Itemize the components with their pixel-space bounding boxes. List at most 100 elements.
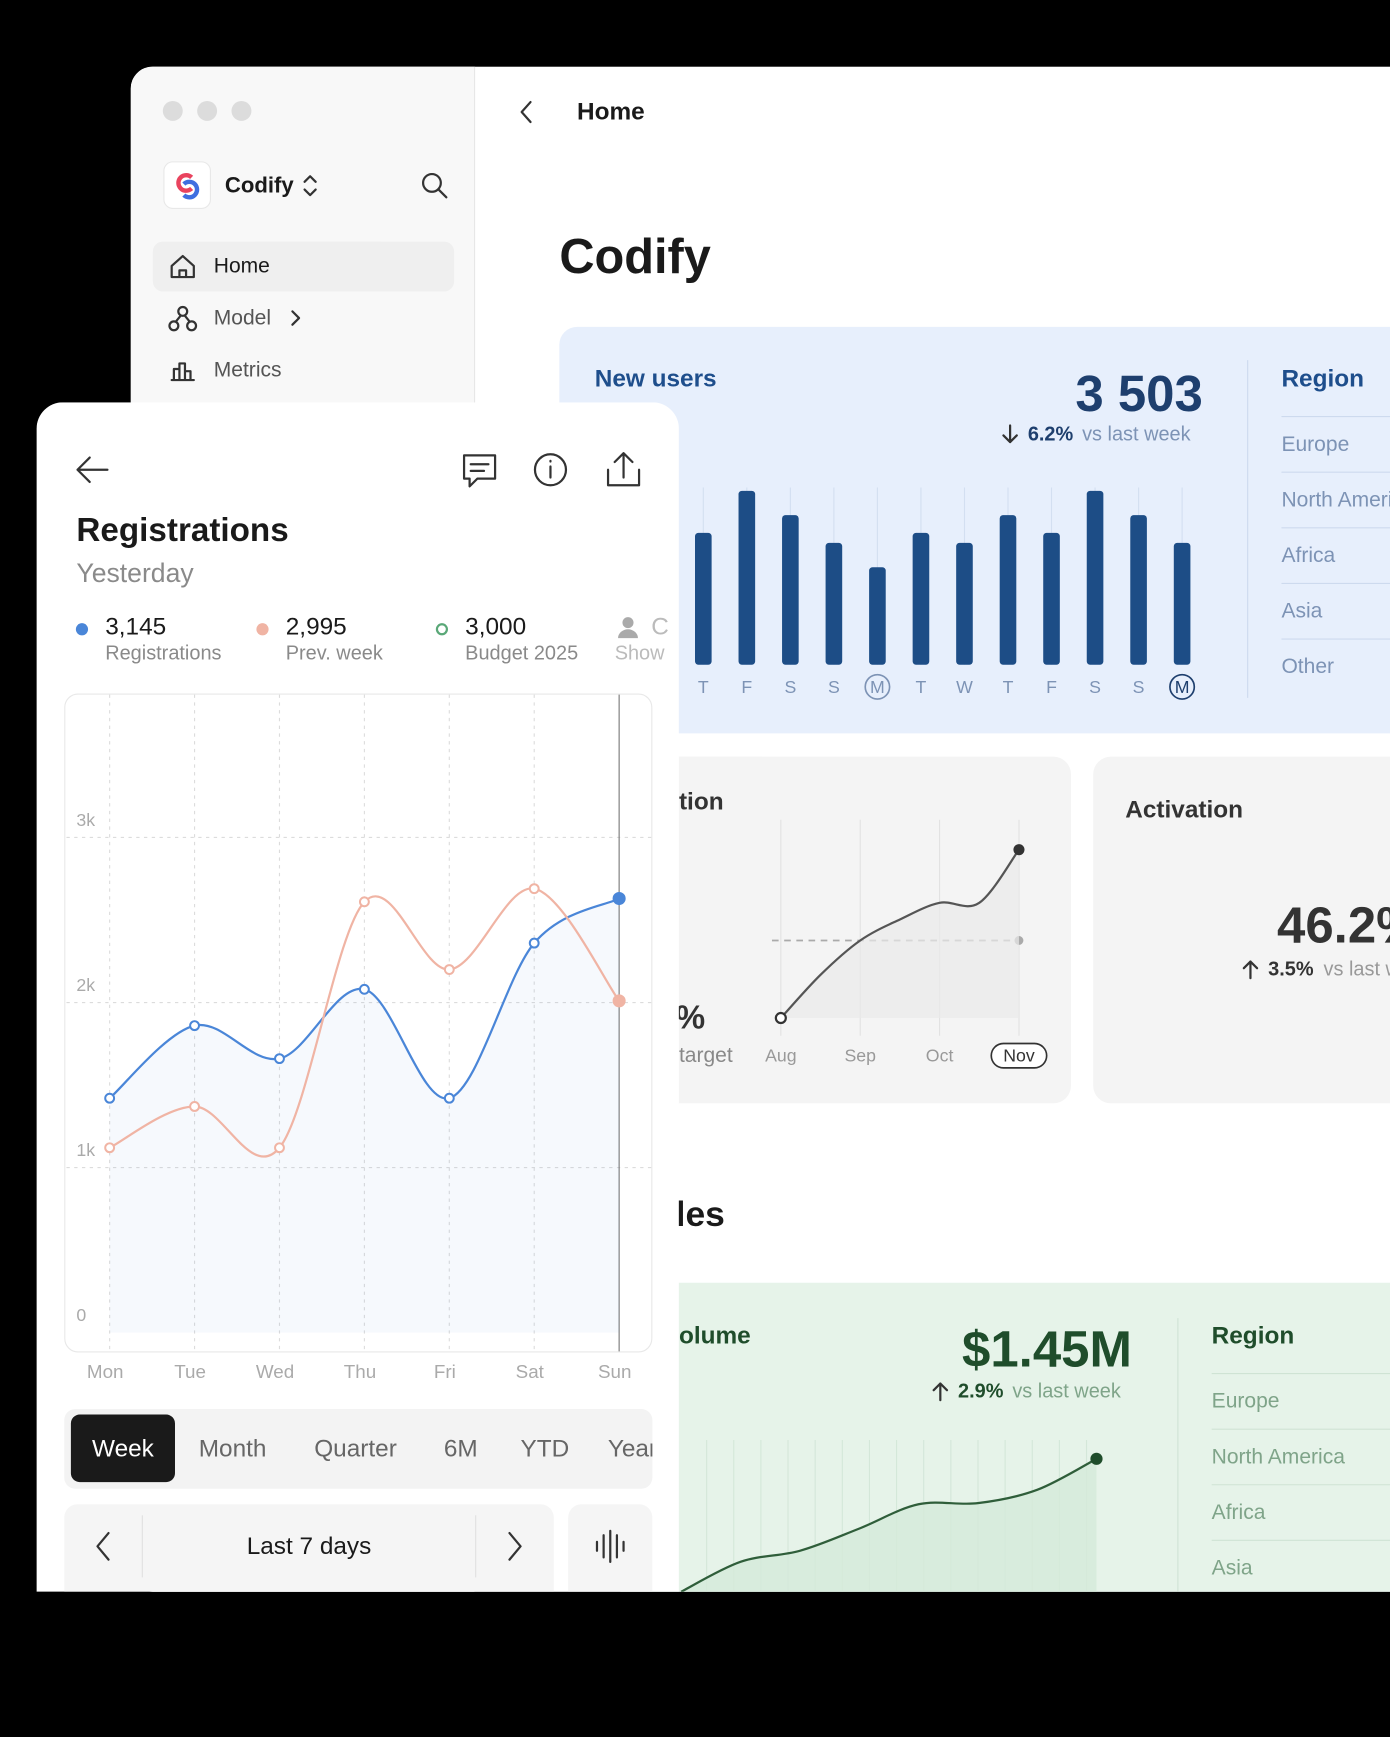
bar xyxy=(1043,532,1060,665)
x-tick-label: F xyxy=(741,677,752,697)
x-tick-label: S xyxy=(784,677,796,697)
x-tick-label: T xyxy=(698,677,709,697)
region-title: Region xyxy=(1281,365,1364,392)
traffic-lights xyxy=(162,100,252,121)
region-item[interactable]: Africa xyxy=(1212,1501,1266,1524)
info-button[interactable] xyxy=(533,453,568,487)
tick-highlight xyxy=(990,1042,1048,1069)
change: 2.9% xyxy=(958,1380,1004,1402)
x-tick-label: Tue xyxy=(174,1361,206,1382)
x-tick-label: Wed xyxy=(256,1361,294,1382)
x-tick-label: T xyxy=(916,677,927,697)
nav-item[interactable]: Metrics xyxy=(214,359,282,382)
region-item[interactable]: North America xyxy=(1281,488,1390,511)
model-icon xyxy=(168,305,198,332)
nav-item[interactable]: Home xyxy=(214,254,270,277)
day-highlight xyxy=(864,673,891,700)
x-tick-label: S xyxy=(828,677,840,697)
share-button[interactable] xyxy=(606,452,641,487)
comment-button[interactable] xyxy=(462,454,497,488)
change: 3.5% xyxy=(1268,958,1314,980)
tab[interactable]: Year xyxy=(608,1435,657,1462)
back-button[interactable] xyxy=(520,100,532,124)
region-item[interactable]: Europe xyxy=(1281,433,1349,456)
legend-value: C xyxy=(651,614,669,641)
bar xyxy=(825,542,843,665)
home-icon xyxy=(170,254,195,279)
app-logo[interactable] xyxy=(163,161,211,209)
x-tick-label: S xyxy=(1133,677,1145,697)
expand-icon[interactable] xyxy=(291,310,301,326)
waveform-icon xyxy=(595,1529,625,1563)
point xyxy=(189,1020,200,1032)
region-item[interactable]: North America xyxy=(1212,1445,1346,1468)
region-item[interactable]: Europe xyxy=(1212,1390,1280,1413)
card-value: 46.2% xyxy=(1277,896,1390,953)
region-item[interactable]: Africa xyxy=(1281,544,1335,567)
nav-title: Home xyxy=(577,99,645,126)
x-tick-label: Mon xyxy=(87,1361,124,1382)
change-note: vs last week xyxy=(1324,958,1390,980)
point xyxy=(443,964,455,975)
point xyxy=(443,1092,455,1104)
legend-label: Budget 2025 xyxy=(465,643,578,665)
point xyxy=(358,983,370,995)
x-tick-label: T xyxy=(1003,677,1014,697)
point xyxy=(358,896,370,908)
down-arrow xyxy=(1002,424,1018,444)
nav-active[interactable] xyxy=(152,241,455,292)
next-button[interactable] xyxy=(508,1531,522,1561)
x-tick-label: Sep xyxy=(844,1046,876,1066)
search-icon[interactable] xyxy=(421,172,448,199)
y-tick-label: 1k xyxy=(76,1140,95,1160)
point xyxy=(528,883,540,895)
up-arrow xyxy=(1242,960,1259,980)
area xyxy=(780,849,1019,1019)
x-tick-label: Nov xyxy=(1003,1046,1035,1066)
switch-icon[interactable] xyxy=(303,175,317,197)
point xyxy=(528,937,540,949)
bar xyxy=(999,515,1017,665)
previous-button[interactable] xyxy=(96,1531,110,1561)
card-title: olume xyxy=(679,1322,751,1349)
metrics-icon xyxy=(170,362,195,382)
region-item[interactable]: Other xyxy=(1281,655,1334,678)
y-tick-label: 0 xyxy=(76,1305,86,1325)
x-tick-label: M xyxy=(1175,677,1190,697)
nav-item[interactable]: Model xyxy=(214,307,271,330)
end-point xyxy=(1013,844,1025,856)
tab[interactable]: Week xyxy=(92,1435,155,1462)
legend-value: 2,995 xyxy=(286,614,347,641)
bar xyxy=(738,490,756,665)
x-tick-label: Oct xyxy=(926,1046,954,1066)
range-label[interactable]: Last 7 days xyxy=(247,1533,372,1560)
back-button[interactable] xyxy=(76,456,109,484)
point xyxy=(104,1142,116,1154)
bar xyxy=(912,532,930,665)
subtitle: Yesterday xyxy=(76,558,194,588)
bar xyxy=(956,542,973,665)
y-tick-label: 3k xyxy=(76,810,95,830)
point xyxy=(274,1142,285,1154)
region-item[interactable]: Asia xyxy=(1281,600,1322,623)
line xyxy=(680,1457,1098,1592)
bar xyxy=(695,532,712,665)
legend-swatch xyxy=(435,623,449,636)
tab-selected xyxy=(70,1414,175,1483)
page-title: Codify xyxy=(559,230,711,284)
tab[interactable]: Month xyxy=(199,1435,267,1462)
mobile-panel: RegistrationsYesterday3,145Registrations… xyxy=(36,402,679,1592)
tab[interactable]: Quarter xyxy=(314,1435,397,1462)
bar xyxy=(869,567,886,665)
tab[interactable]: 6M xyxy=(444,1435,478,1462)
point xyxy=(612,994,626,1008)
bar xyxy=(1130,515,1147,665)
line xyxy=(780,849,1020,1019)
tab[interactable]: YTD xyxy=(521,1435,570,1462)
region-item[interactable]: Asia xyxy=(1212,1557,1253,1580)
card-total: $1.45M xyxy=(962,1321,1132,1378)
x-tick-label: Fri xyxy=(434,1361,456,1382)
chart-frame xyxy=(64,693,653,1353)
legend-icon xyxy=(622,617,634,629)
